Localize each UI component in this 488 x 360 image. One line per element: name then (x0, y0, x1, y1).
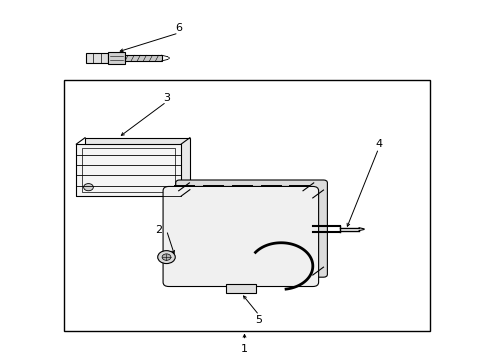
FancyBboxPatch shape (163, 186, 318, 287)
Text: 4: 4 (374, 139, 382, 149)
Circle shape (83, 184, 93, 191)
Bar (82, 148, 175, 192)
Text: 6: 6 (175, 23, 182, 33)
Circle shape (162, 254, 170, 260)
Circle shape (158, 251, 175, 264)
Bar (226, 284, 255, 293)
Bar (85, 138, 189, 190)
Bar (108, 52, 125, 64)
Text: 5: 5 (255, 315, 262, 325)
Text: 3: 3 (163, 93, 170, 103)
Bar (125, 55, 161, 61)
Text: 1: 1 (241, 343, 247, 354)
Bar (86, 53, 108, 63)
Text: 2: 2 (155, 225, 163, 235)
Bar (76, 144, 181, 196)
FancyBboxPatch shape (175, 180, 327, 277)
